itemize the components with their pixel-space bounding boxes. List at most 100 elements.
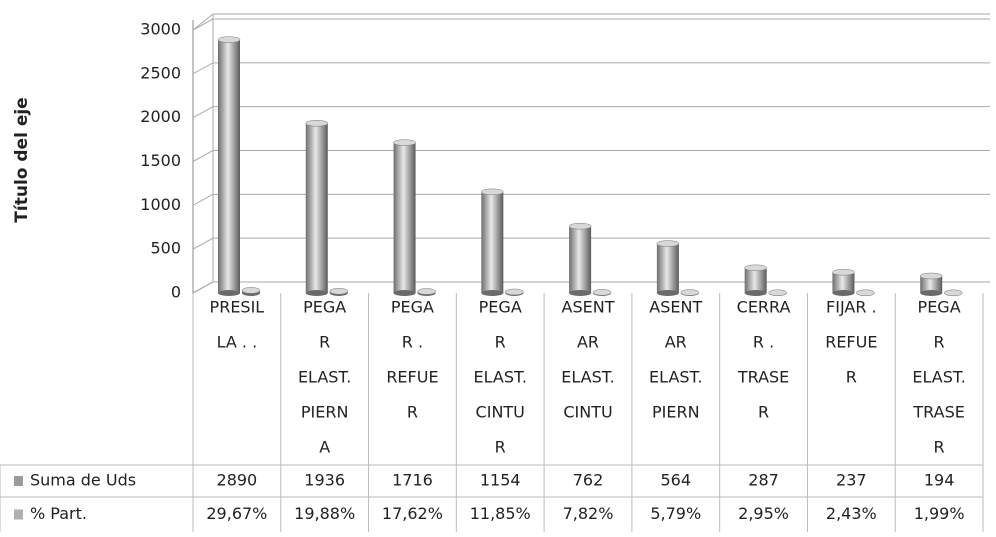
- legend-swatch: [14, 509, 23, 520]
- x-tick-label: AR: [665, 333, 687, 352]
- y-tick-label: 3000: [140, 20, 181, 39]
- y-axis-title: Título del eje: [12, 97, 32, 222]
- y-tick-label: 1500: [140, 151, 181, 170]
- x-tick-label: LA . .: [217, 333, 258, 352]
- x-tick-label: TRASE: [912, 403, 964, 422]
- x-tick-label: CINTU: [476, 403, 525, 422]
- bar-top: [241, 287, 261, 294]
- x-tick-label: PRESIL: [210, 298, 265, 317]
- x-tick-label: REFUE: [386, 368, 438, 387]
- bar-top: [592, 289, 612, 296]
- table-value: 19,88%: [294, 504, 355, 523]
- bar-top: [329, 288, 349, 295]
- x-tick-label: A: [319, 438, 330, 457]
- bar-top: [744, 264, 767, 272]
- grid-line: [192, 150, 990, 162]
- table-value: 287: [748, 471, 779, 490]
- x-tick-label: R: [495, 333, 506, 352]
- bar-base: [569, 290, 592, 296]
- table-value: 7,82%: [563, 504, 614, 523]
- legend-swatch: [14, 476, 23, 486]
- bar-top: [481, 188, 504, 196]
- bar: [481, 191, 504, 293]
- x-tick-label: R: [934, 438, 945, 457]
- table-value: 2890: [217, 471, 258, 490]
- grid-line: [192, 281, 990, 294]
- y-tick-label: 500: [150, 239, 181, 258]
- x-tick-label: ELAST.: [912, 368, 965, 387]
- x-tick-label: ELAST.: [298, 368, 351, 387]
- x-tick-label: REFUE: [825, 333, 877, 352]
- bar: [656, 243, 679, 293]
- table-value: 762: [573, 471, 604, 490]
- grid-line: [192, 62, 990, 75]
- bar: [218, 39, 240, 293]
- x-tick-label: PIERN: [652, 403, 700, 422]
- y-tick-label: 1000: [140, 195, 181, 214]
- legend-label: % Part.: [30, 504, 87, 523]
- x-tick-label: TRASE: [737, 368, 789, 387]
- bar-top: [656, 240, 680, 247]
- bar-base: [393, 290, 416, 296]
- bar-top: [768, 289, 787, 296]
- table-value: 564: [661, 471, 692, 490]
- x-tick-label: R .: [753, 333, 774, 352]
- y-tick-label: 2000: [140, 107, 181, 126]
- bar-top: [832, 268, 855, 276]
- bar: [569, 226, 592, 293]
- bar-base: [832, 290, 855, 296]
- bar-top: [943, 289, 963, 297]
- x-tick-label: R: [934, 333, 945, 352]
- bar-base: [305, 290, 328, 296]
- x-tick-label: ASENT: [562, 298, 615, 317]
- bar-top: [856, 289, 875, 297]
- bar-top: [568, 222, 592, 230]
- x-tick-label: AR: [577, 333, 599, 352]
- bar-top: [680, 289, 700, 296]
- table-value: 5,79%: [650, 504, 701, 523]
- bar-top: [505, 288, 524, 296]
- table-value: 2,95%: [738, 504, 789, 523]
- grid-line: [192, 237, 990, 250]
- x-tick-label: CERRA: [737, 298, 791, 317]
- bar: [305, 123, 328, 293]
- y-tick-label: 2500: [140, 63, 181, 82]
- x-tick-label: PEGA: [479, 298, 522, 317]
- y-tick-label: 0: [171, 283, 181, 302]
- bar: [832, 272, 855, 293]
- x-tick-label: PEGA: [918, 298, 961, 317]
- table-value: 1936: [304, 471, 345, 490]
- table-value: 194: [924, 471, 955, 490]
- x-tick-label: R: [319, 333, 330, 352]
- table-value: 2,43%: [826, 504, 877, 523]
- x-tick-label: PEGA: [391, 298, 434, 317]
- bar-base: [481, 290, 504, 296]
- x-tick-label: ELAST.: [473, 368, 526, 387]
- table-value: 237: [836, 471, 867, 490]
- x-tick-label: ELAST.: [561, 368, 614, 387]
- x-tick-label: R: [495, 438, 506, 457]
- grid-line: [192, 106, 990, 119]
- bar: [920, 275, 943, 293]
- bar: [393, 142, 416, 293]
- x-tick-label: R: [758, 403, 769, 422]
- legend-label: Suma de Uds: [30, 471, 136, 490]
- bar-top: [417, 288, 436, 295]
- bar-top: [393, 139, 416, 146]
- x-tick-label: CINTU: [563, 403, 612, 422]
- x-tick-label: PEGA: [303, 298, 346, 317]
- bar-base: [218, 290, 240, 296]
- x-tick-label: R: [846, 368, 857, 387]
- bar-top: [217, 36, 241, 43]
- table-value: 17,62%: [382, 504, 443, 523]
- table-value: 11,85%: [470, 504, 531, 523]
- bar-base: [744, 290, 767, 296]
- grid-line: [192, 193, 990, 206]
- x-tick-label: R .: [402, 333, 423, 352]
- grid-line: [192, 18, 990, 31]
- bar: [744, 267, 767, 293]
- x-tick-label: ASENT: [649, 298, 702, 317]
- bar-top: [305, 120, 329, 127]
- bar-top: [919, 272, 943, 280]
